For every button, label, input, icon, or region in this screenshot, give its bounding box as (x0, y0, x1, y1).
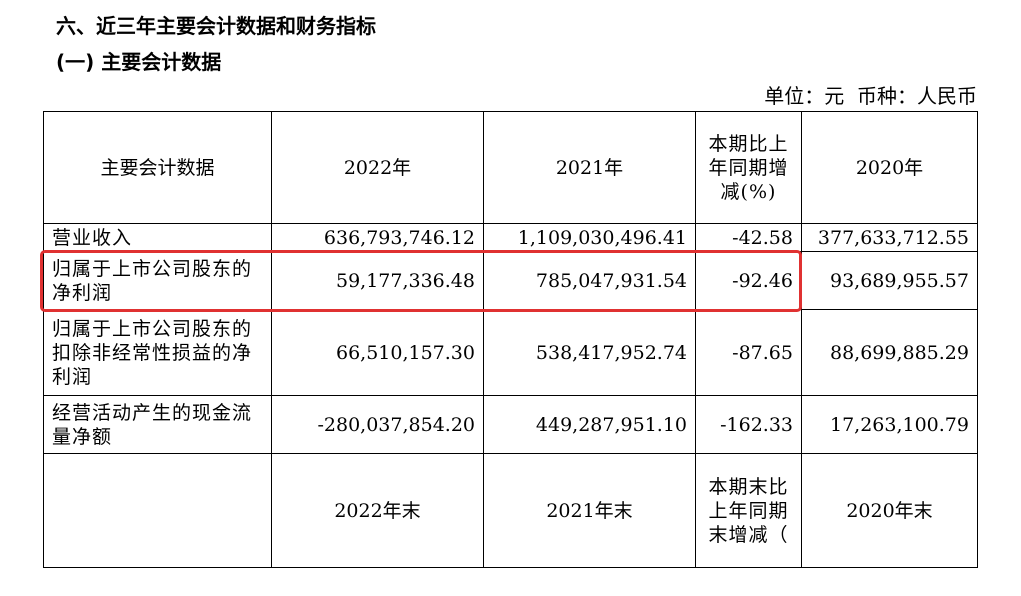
table-row: 归属于上市公司股东的净利润 59,177,336.48 785,047,931.… (43, 251, 978, 310)
cell-2021: 785,047,931.54 (483, 251, 696, 310)
footer-header-change: 本期末比上年同期末增减（ (695, 453, 802, 568)
cell-2020: 93,689,955.57 (801, 251, 978, 310)
table-footer-header-row: 2022年末 2021年末 本期末比上年同期末增减（ 2020年末 (43, 453, 978, 568)
unit-note: 单位：元 币种：人民币 (764, 84, 977, 108)
cell-change: -92.46 (695, 251, 802, 310)
header-2021: 2021年 (483, 111, 696, 224)
section-title: 六、近三年主要会计数据和财务指标 (56, 14, 376, 38)
header-change: 本期比上年同期增减(%) (695, 111, 802, 224)
cell-change: -42.58 (695, 223, 802, 252)
cell-2022: -280,037,854.20 (271, 395, 484, 454)
header-label: 主要会计数据 (43, 111, 272, 224)
table-row: 经营活动产生的现金流量净额 -280,037,854.20 449,287,95… (43, 395, 978, 454)
footer-header-label (43, 453, 272, 568)
table-row: 营业收入 636,793,746.12 1,109,030,496.41 -42… (43, 223, 978, 252)
row-label: 经营活动产生的现金流量净额 (43, 395, 272, 454)
row-label: 营业收入 (43, 223, 272, 252)
row-label: 归属于上市公司股东的净利润 (43, 251, 272, 310)
footer-header-2020: 2020年末 (801, 453, 978, 568)
subsection-title: (一) 主要会计数据 (56, 50, 222, 74)
cell-2021: 538,417,952.74 (483, 309, 696, 396)
cell-change: -87.65 (695, 309, 802, 396)
cell-2022: 66,510,157.30 (271, 309, 484, 396)
header-2020: 2020年 (801, 111, 978, 224)
cell-2020: 88,699,885.29 (801, 309, 978, 396)
cell-2021: 449,287,951.10 (483, 395, 696, 454)
table-row: 归属于上市公司股东的扣除非经常性损益的净利润 66,510,157.30 538… (43, 309, 978, 396)
table-header-row: 主要会计数据 2022年 2021年 本期比上年同期增减(%) 2020年 (43, 111, 978, 224)
header-2022: 2022年 (271, 111, 484, 224)
footer-header-2022: 2022年末 (271, 453, 484, 568)
cell-2020: 17,263,100.79 (801, 395, 978, 454)
cell-2020: 377,633,712.55 (801, 223, 978, 252)
cell-2022: 636,793,746.12 (271, 223, 484, 252)
row-label: 归属于上市公司股东的扣除非经常性损益的净利润 (43, 309, 272, 396)
cell-2022: 59,177,336.48 (271, 251, 484, 310)
cell-2021: 1,109,030,496.41 (483, 223, 696, 252)
accounting-data-table: 主要会计数据 2022年 2021年 本期比上年同期增减(%) 2020年 营业… (43, 111, 978, 568)
cell-change: -162.33 (695, 395, 802, 454)
footer-header-2021: 2021年末 (483, 453, 696, 568)
